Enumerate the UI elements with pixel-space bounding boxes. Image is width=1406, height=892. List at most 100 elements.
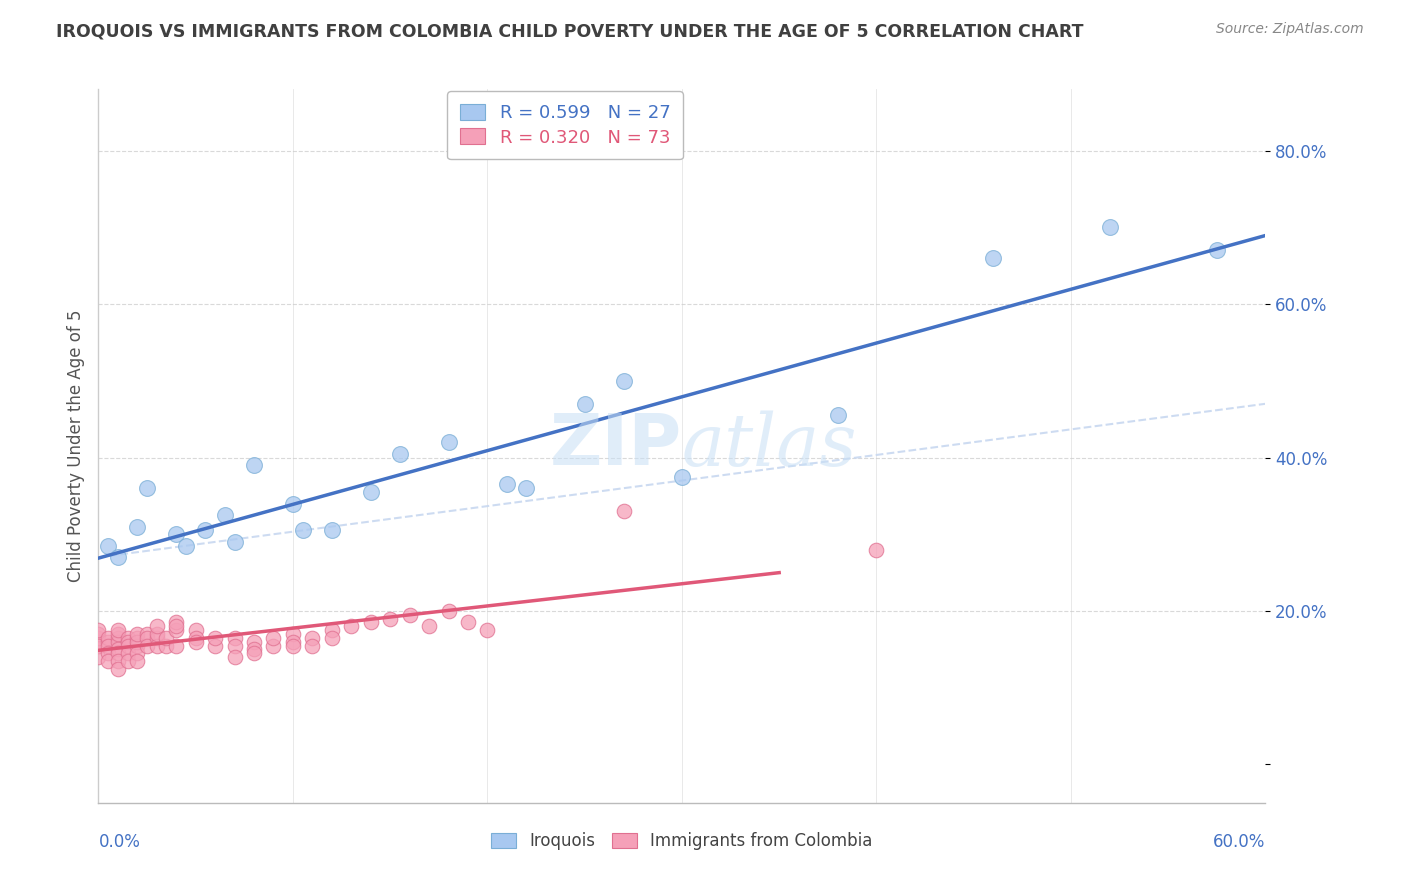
Text: IROQUOIS VS IMMIGRANTS FROM COLOMBIA CHILD POVERTY UNDER THE AGE OF 5 CORRELATIO: IROQUOIS VS IMMIGRANTS FROM COLOMBIA CHI… [56,22,1084,40]
Point [107,646,129,660]
Point [224,631,246,645]
Point [437,435,460,450]
Point [301,639,323,653]
Point [136,639,159,653]
Point [301,631,323,645]
Point [243,642,266,657]
Point [194,524,217,538]
Legend: Iroquois, Immigrants from Colombia: Iroquois, Immigrants from Colombia [482,824,882,859]
Point [671,469,693,483]
Point [87,650,110,665]
Point [97,639,120,653]
Point [127,646,149,660]
Text: 0.0%: 0.0% [98,833,141,852]
Point [155,631,177,645]
Point [281,627,304,641]
Point [184,631,207,645]
Y-axis label: Child Poverty Under the Age of 5: Child Poverty Under the Age of 5 [66,310,84,582]
Point [146,631,169,645]
Point [146,639,169,653]
Point [243,458,266,473]
Point [107,550,129,565]
Point [127,519,149,533]
Point [87,634,110,648]
Point [117,639,139,653]
Point [418,619,440,633]
Point [204,639,226,653]
Point [184,623,207,637]
Point [262,639,284,653]
Point [117,634,139,648]
Point [165,623,187,637]
Point [281,639,304,653]
Point [87,639,110,653]
Point [398,607,420,622]
Point [613,504,636,518]
Point [574,397,596,411]
Point [97,631,120,645]
Point [87,627,110,641]
Point [165,639,187,653]
Point [127,634,149,648]
Point [127,639,149,653]
Point [97,646,120,660]
Point [224,535,246,549]
Point [155,639,177,653]
Point [321,623,343,637]
Point [107,631,129,645]
Point [97,654,120,668]
Point [613,374,636,388]
Point [340,619,363,633]
Point [107,623,129,637]
Point [87,639,110,653]
Point [388,447,411,461]
Point [224,650,246,665]
Point [107,627,129,641]
Point [87,623,110,637]
Point [360,485,382,500]
Point [97,539,120,553]
Point [214,508,236,522]
Point [107,654,129,668]
Point [127,654,149,668]
Point [136,481,159,495]
Point [1098,220,1121,235]
Point [107,634,129,648]
Point [243,646,266,660]
Point [981,251,1004,265]
Point [1205,244,1227,258]
Point [146,627,169,641]
Point [515,481,537,495]
Point [243,634,266,648]
Point [204,631,226,645]
Point [380,612,402,626]
Point [184,634,207,648]
Point [477,623,499,637]
Point [165,527,187,541]
Point [457,615,479,630]
Point [117,646,139,660]
Point [165,619,187,633]
Point [281,634,304,648]
Point [117,631,139,645]
Point [827,409,849,423]
Point [107,642,129,657]
Text: 60.0%: 60.0% [1213,833,1265,852]
Point [321,631,343,645]
Point [865,542,887,557]
Point [321,524,343,538]
Text: atlas: atlas [682,410,858,482]
Point [437,604,460,618]
Point [224,639,246,653]
Point [127,627,149,641]
Point [136,627,159,641]
Point [262,631,284,645]
Point [136,631,159,645]
Point [97,634,120,648]
Text: ZIP: ZIP [550,411,682,481]
Point [127,631,149,645]
Point [87,631,110,645]
Text: Source: ZipAtlas.com: Source: ZipAtlas.com [1216,22,1364,37]
Point [117,654,139,668]
Point [281,497,304,511]
